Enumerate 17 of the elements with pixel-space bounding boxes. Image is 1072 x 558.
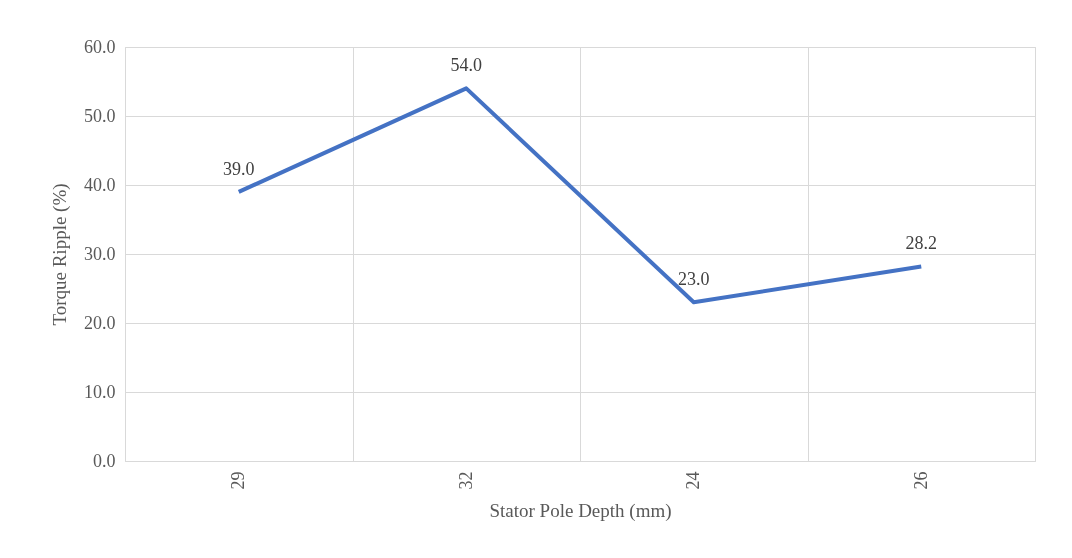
data-label: 54.0 <box>450 55 482 76</box>
y-axis-title: Torque Ripple (%) <box>49 183 71 326</box>
y-tick-label: 40.0 <box>84 174 116 195</box>
y-tick-label: 10.0 <box>84 381 116 402</box>
data-label: 28.2 <box>905 233 937 254</box>
y-tick-label: 0.0 <box>93 450 116 471</box>
x-tick-label: 24 <box>683 471 704 490</box>
data-label: 23.0 <box>678 269 710 290</box>
y-tick-label: 20.0 <box>84 312 116 333</box>
y-tick-label: 60.0 <box>84 36 116 57</box>
data-label: 39.0 <box>223 158 255 179</box>
x-axis-title: Stator Pole Depth (mm) <box>489 499 672 522</box>
y-tick-label: 50.0 <box>84 105 116 126</box>
x-tick-label: 29 <box>228 471 249 490</box>
x-tick-label: 26 <box>910 471 931 490</box>
y-tick-label: 30.0 <box>84 243 116 264</box>
x-tick-label: 32 <box>455 471 476 490</box>
